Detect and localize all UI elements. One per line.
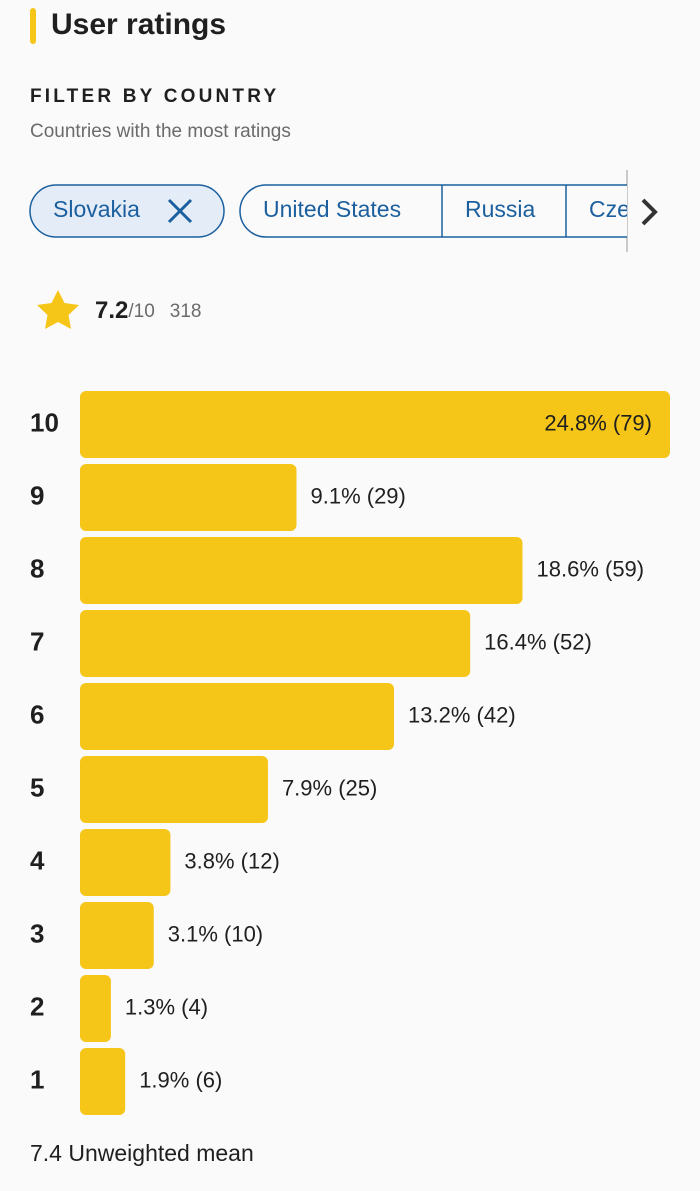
country-chip-label: Cze <box>589 196 630 222</box>
section-title: User ratings <box>51 8 226 41</box>
bar <box>80 1048 126 1115</box>
bar-value-label: 9.1% (29) <box>310 483 405 508</box>
country-chip-group <box>239 184 627 238</box>
bar <box>80 902 154 969</box>
bar-value-label: 3.1% (10) <box>168 921 263 946</box>
rating-line: 7.2/10 318 <box>95 297 202 324</box>
bar <box>80 683 395 750</box>
bar-value-label: 16.4% (52) <box>484 629 592 654</box>
country-chip-label: Slovakia <box>53 196 140 222</box>
bar-value-label: 18.6% (59) <box>537 556 645 581</box>
rating-label: 1 <box>30 1064 44 1094</box>
rating-count: 318 <box>170 301 202 322</box>
rating-label: 8 <box>30 553 44 583</box>
bar <box>80 537 523 604</box>
bar-value-label: 1.9% (6) <box>139 1067 222 1092</box>
bar-value-label: 24.8% (79) <box>544 410 652 435</box>
bar-value-label: 1.3% (4) <box>125 994 208 1019</box>
bar <box>80 391 670 458</box>
bar-value-label: 7.9% (25) <box>282 775 377 800</box>
bar <box>80 975 111 1042</box>
rating-score: 7.2 <box>95 297 128 324</box>
bar-value-label: 3.8% (12) <box>184 848 279 873</box>
title-accent <box>30 8 36 44</box>
rating-label: 2 <box>30 991 44 1021</box>
rating-label: 10 <box>30 407 59 437</box>
rating-label: 6 <box>30 699 44 729</box>
rating-label: 7 <box>30 626 44 656</box>
bar <box>80 829 171 896</box>
star-icon <box>37 290 79 329</box>
country-chip[interactable] <box>566 186 696 236</box>
bar <box>80 610 471 677</box>
country-chips: Slovakia United States Russia Cze <box>29 184 696 238</box>
remove-filter-icon[interactable] <box>167 198 193 224</box>
country-chip-label: United States <box>263 196 401 222</box>
bar <box>80 464 297 531</box>
rating-label: 5 <box>30 772 44 802</box>
bar-value-label: 13.2% (42) <box>408 702 516 727</box>
country-chip-selected[interactable] <box>29 184 225 238</box>
country-chip-label: Russia <box>465 196 536 222</box>
filter-heading: FILTER BY COUNTRY <box>30 86 279 107</box>
rating-label: 4 <box>30 845 45 875</box>
unweighted-mean: 7.4 Unweighted mean <box>30 1140 254 1166</box>
rating-label: 3 <box>30 918 44 948</box>
rating-scale: /10 <box>128 301 154 322</box>
scroll-right-arrow[interactable] <box>641 198 658 226</box>
rating-label: 9 <box>30 480 44 510</box>
bar <box>80 756 268 823</box>
filter-subtitle: Countries with the most ratings <box>30 121 291 142</box>
